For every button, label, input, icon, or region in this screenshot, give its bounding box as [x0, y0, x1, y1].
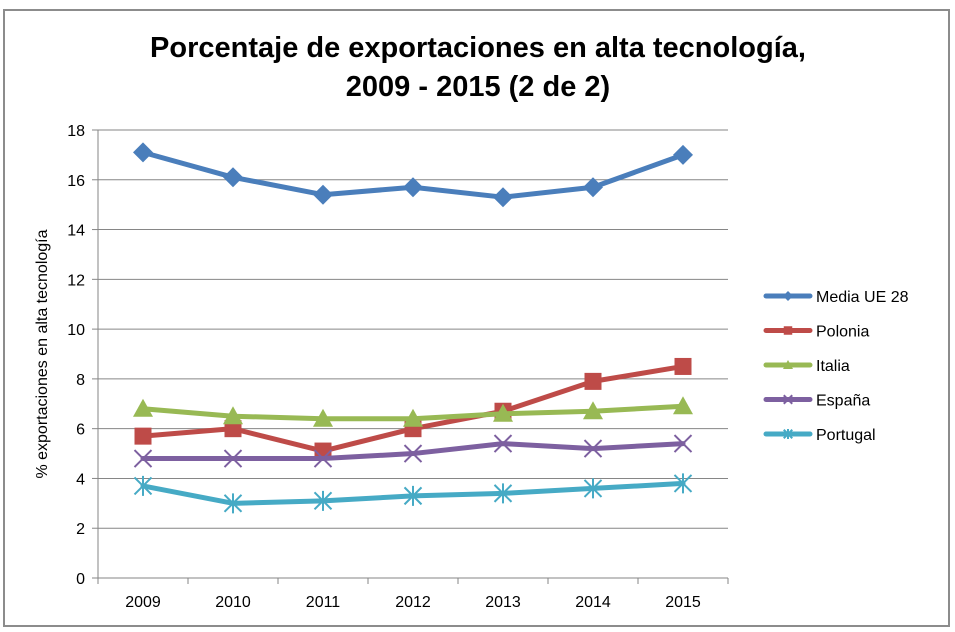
x-tick-label: 2011 [306, 594, 341, 611]
y-tick-labels: 0 2 4 6 8 10 12 14 16 18 [67, 123, 85, 588]
x-tick-label: 2015 [665, 594, 701, 611]
series-group [133, 142, 693, 514]
legend-label: España [816, 393, 870, 410]
legend-item: Media UE 28 [763, 289, 909, 306]
x-tick-label: 2014 [575, 594, 611, 611]
series-portugal [133, 473, 693, 514]
y-tick-label: 10 [67, 322, 85, 339]
y-tick-label: 12 [67, 272, 85, 289]
marker-square [783, 326, 793, 335]
marker-square [584, 372, 602, 390]
x-tick-labels: 2009 2010 2011 2012 2013 2014 2015 [125, 594, 701, 611]
marker-x [673, 434, 693, 453]
marker-x [133, 449, 153, 468]
marker-star [403, 485, 423, 506]
marker-diamond [313, 184, 333, 205]
marker-diamond [403, 177, 423, 198]
legend-item: España [763, 393, 870, 410]
y-tick-label: 4 [76, 471, 85, 488]
marker-diamond [223, 167, 243, 188]
y-tick-label: 0 [76, 571, 85, 588]
x-tick-label: 2009 [125, 594, 161, 611]
y-axis-label: % exportaciones en alta tecnología [34, 229, 51, 478]
legend-item: Italia [763, 358, 850, 375]
y-tick-label: 14 [67, 223, 85, 240]
marker-square [134, 427, 152, 445]
x-tick-label: 2010 [215, 594, 251, 611]
x-tick-label: 2012 [395, 594, 431, 611]
marker-star [133, 475, 153, 496]
marker-star [493, 483, 513, 504]
marker-x [223, 449, 243, 468]
marker-x [783, 394, 793, 405]
chart-frame [3, 9, 950, 627]
legend-item: Portugal [763, 427, 876, 444]
marker-diamond [493, 187, 513, 208]
marker-triangle [783, 360, 793, 369]
series-italia [133, 396, 693, 427]
marker-triangle [493, 403, 513, 422]
legend-label: Polonia [816, 324, 869, 341]
marker-diamond [133, 142, 153, 163]
axes [92, 129, 729, 584]
y-tick-label: 6 [76, 422, 85, 439]
y-tick-label: 16 [67, 173, 85, 190]
y-tick-label: 8 [76, 372, 85, 389]
y-tick-label: 2 [76, 521, 85, 538]
marker-star [783, 429, 793, 439]
marker-x [583, 439, 603, 458]
legend-label: Italia [816, 358, 850, 375]
marker-x [493, 434, 513, 453]
marker-x [313, 449, 333, 468]
marker-triangle [313, 408, 333, 427]
series-españa [133, 434, 693, 468]
marker-diamond [783, 291, 793, 301]
marker-x [403, 444, 423, 463]
legend-label: Portugal [816, 427, 876, 444]
marker-square [674, 357, 692, 375]
marker-square [224, 420, 242, 438]
chart-subtitle: 2009 - 2015 (2 de 2) [346, 71, 610, 103]
marker-triangle [133, 398, 153, 417]
marker-triangle [223, 406, 243, 425]
gridlines [98, 129, 728, 529]
legend-label: Media UE 28 [816, 289, 909, 306]
marker-star [313, 490, 333, 511]
y-tick-label: 18 [67, 123, 85, 140]
marker-triangle [403, 408, 423, 427]
marker-diamond [673, 144, 693, 165]
marker-triangle [673, 396, 693, 415]
marker-star [223, 493, 243, 514]
legend-item: Polonia [763, 324, 869, 341]
series-media-ue-28 [133, 142, 693, 208]
legend: Media UE 28 Polonia Italia España Portugal [763, 289, 909, 444]
chart-title: Porcentaje de exportaciones en alta tecn… [150, 32, 806, 64]
marker-star [583, 478, 603, 499]
x-tick-label: 2013 [485, 594, 521, 611]
marker-triangle [583, 401, 603, 420]
marker-diamond [583, 177, 603, 198]
marker-star [673, 473, 693, 494]
